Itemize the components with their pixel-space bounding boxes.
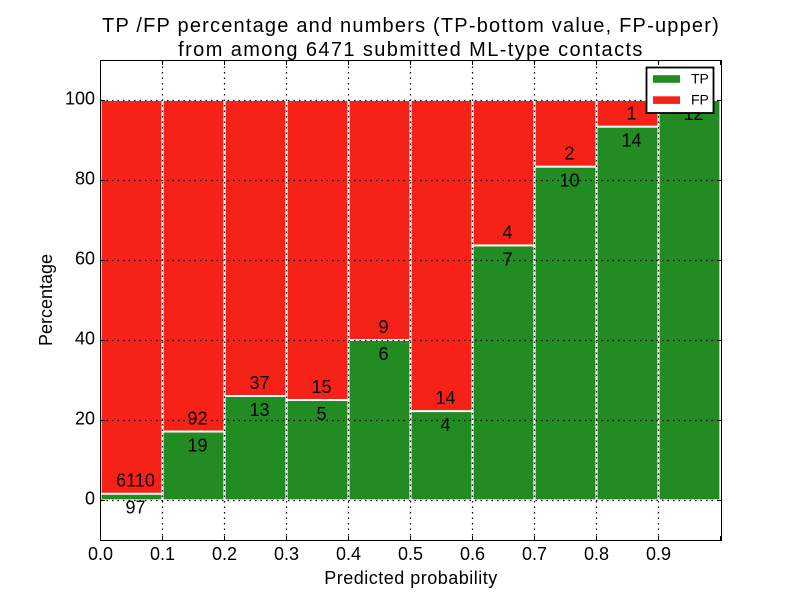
svg-text:from among 6471 submitted ML-t: from among 6471 submitted ML-type contac…	[178, 39, 644, 61]
svg-text:0.6: 0.6	[460, 544, 485, 564]
svg-text:80: 80	[75, 169, 95, 189]
svg-text:0.1: 0.1	[150, 544, 175, 564]
svg-text:0.0: 0.0	[88, 544, 113, 564]
svg-text:14: 14	[621, 131, 641, 151]
svg-text:4: 4	[502, 223, 512, 243]
svg-text:0.4: 0.4	[336, 544, 361, 564]
svg-text:97: 97	[125, 498, 145, 518]
svg-text:7: 7	[502, 250, 512, 270]
svg-text:FP: FP	[691, 92, 709, 108]
svg-text:6110: 6110	[116, 471, 155, 491]
svg-text:TP: TP	[691, 71, 709, 87]
svg-text:37: 37	[249, 373, 269, 393]
svg-text:TP /FP percentage and numbers: TP /FP percentage and numbers (TP-bottom…	[102, 15, 720, 37]
svg-text:20: 20	[75, 409, 95, 429]
svg-text:5: 5	[316, 404, 326, 424]
svg-text:14: 14	[435, 388, 455, 408]
svg-text:Percentage: Percentage	[36, 254, 56, 346]
svg-text:0.7: 0.7	[522, 544, 547, 564]
svg-text:10: 10	[559, 171, 579, 191]
svg-text:40: 40	[75, 329, 95, 349]
svg-text:0.8: 0.8	[584, 544, 609, 564]
svg-text:92: 92	[187, 409, 207, 429]
svg-text:4: 4	[440, 415, 450, 435]
svg-text:0: 0	[85, 489, 95, 509]
svg-text:Predicted probability: Predicted probability	[324, 568, 498, 588]
svg-text:0.3: 0.3	[274, 544, 299, 564]
svg-text:9: 9	[378, 317, 388, 337]
svg-text:1: 1	[626, 104, 636, 124]
svg-text:100: 100	[65, 89, 95, 109]
svg-text:2: 2	[564, 144, 574, 164]
svg-text:13: 13	[249, 400, 269, 420]
svg-text:0.9: 0.9	[646, 544, 671, 564]
svg-text:19: 19	[187, 436, 207, 456]
svg-text:6: 6	[378, 344, 388, 364]
svg-text:60: 60	[75, 249, 95, 269]
svg-text:0.2: 0.2	[212, 544, 237, 564]
svg-text:0.5: 0.5	[398, 544, 423, 564]
svg-text:15: 15	[311, 377, 331, 397]
